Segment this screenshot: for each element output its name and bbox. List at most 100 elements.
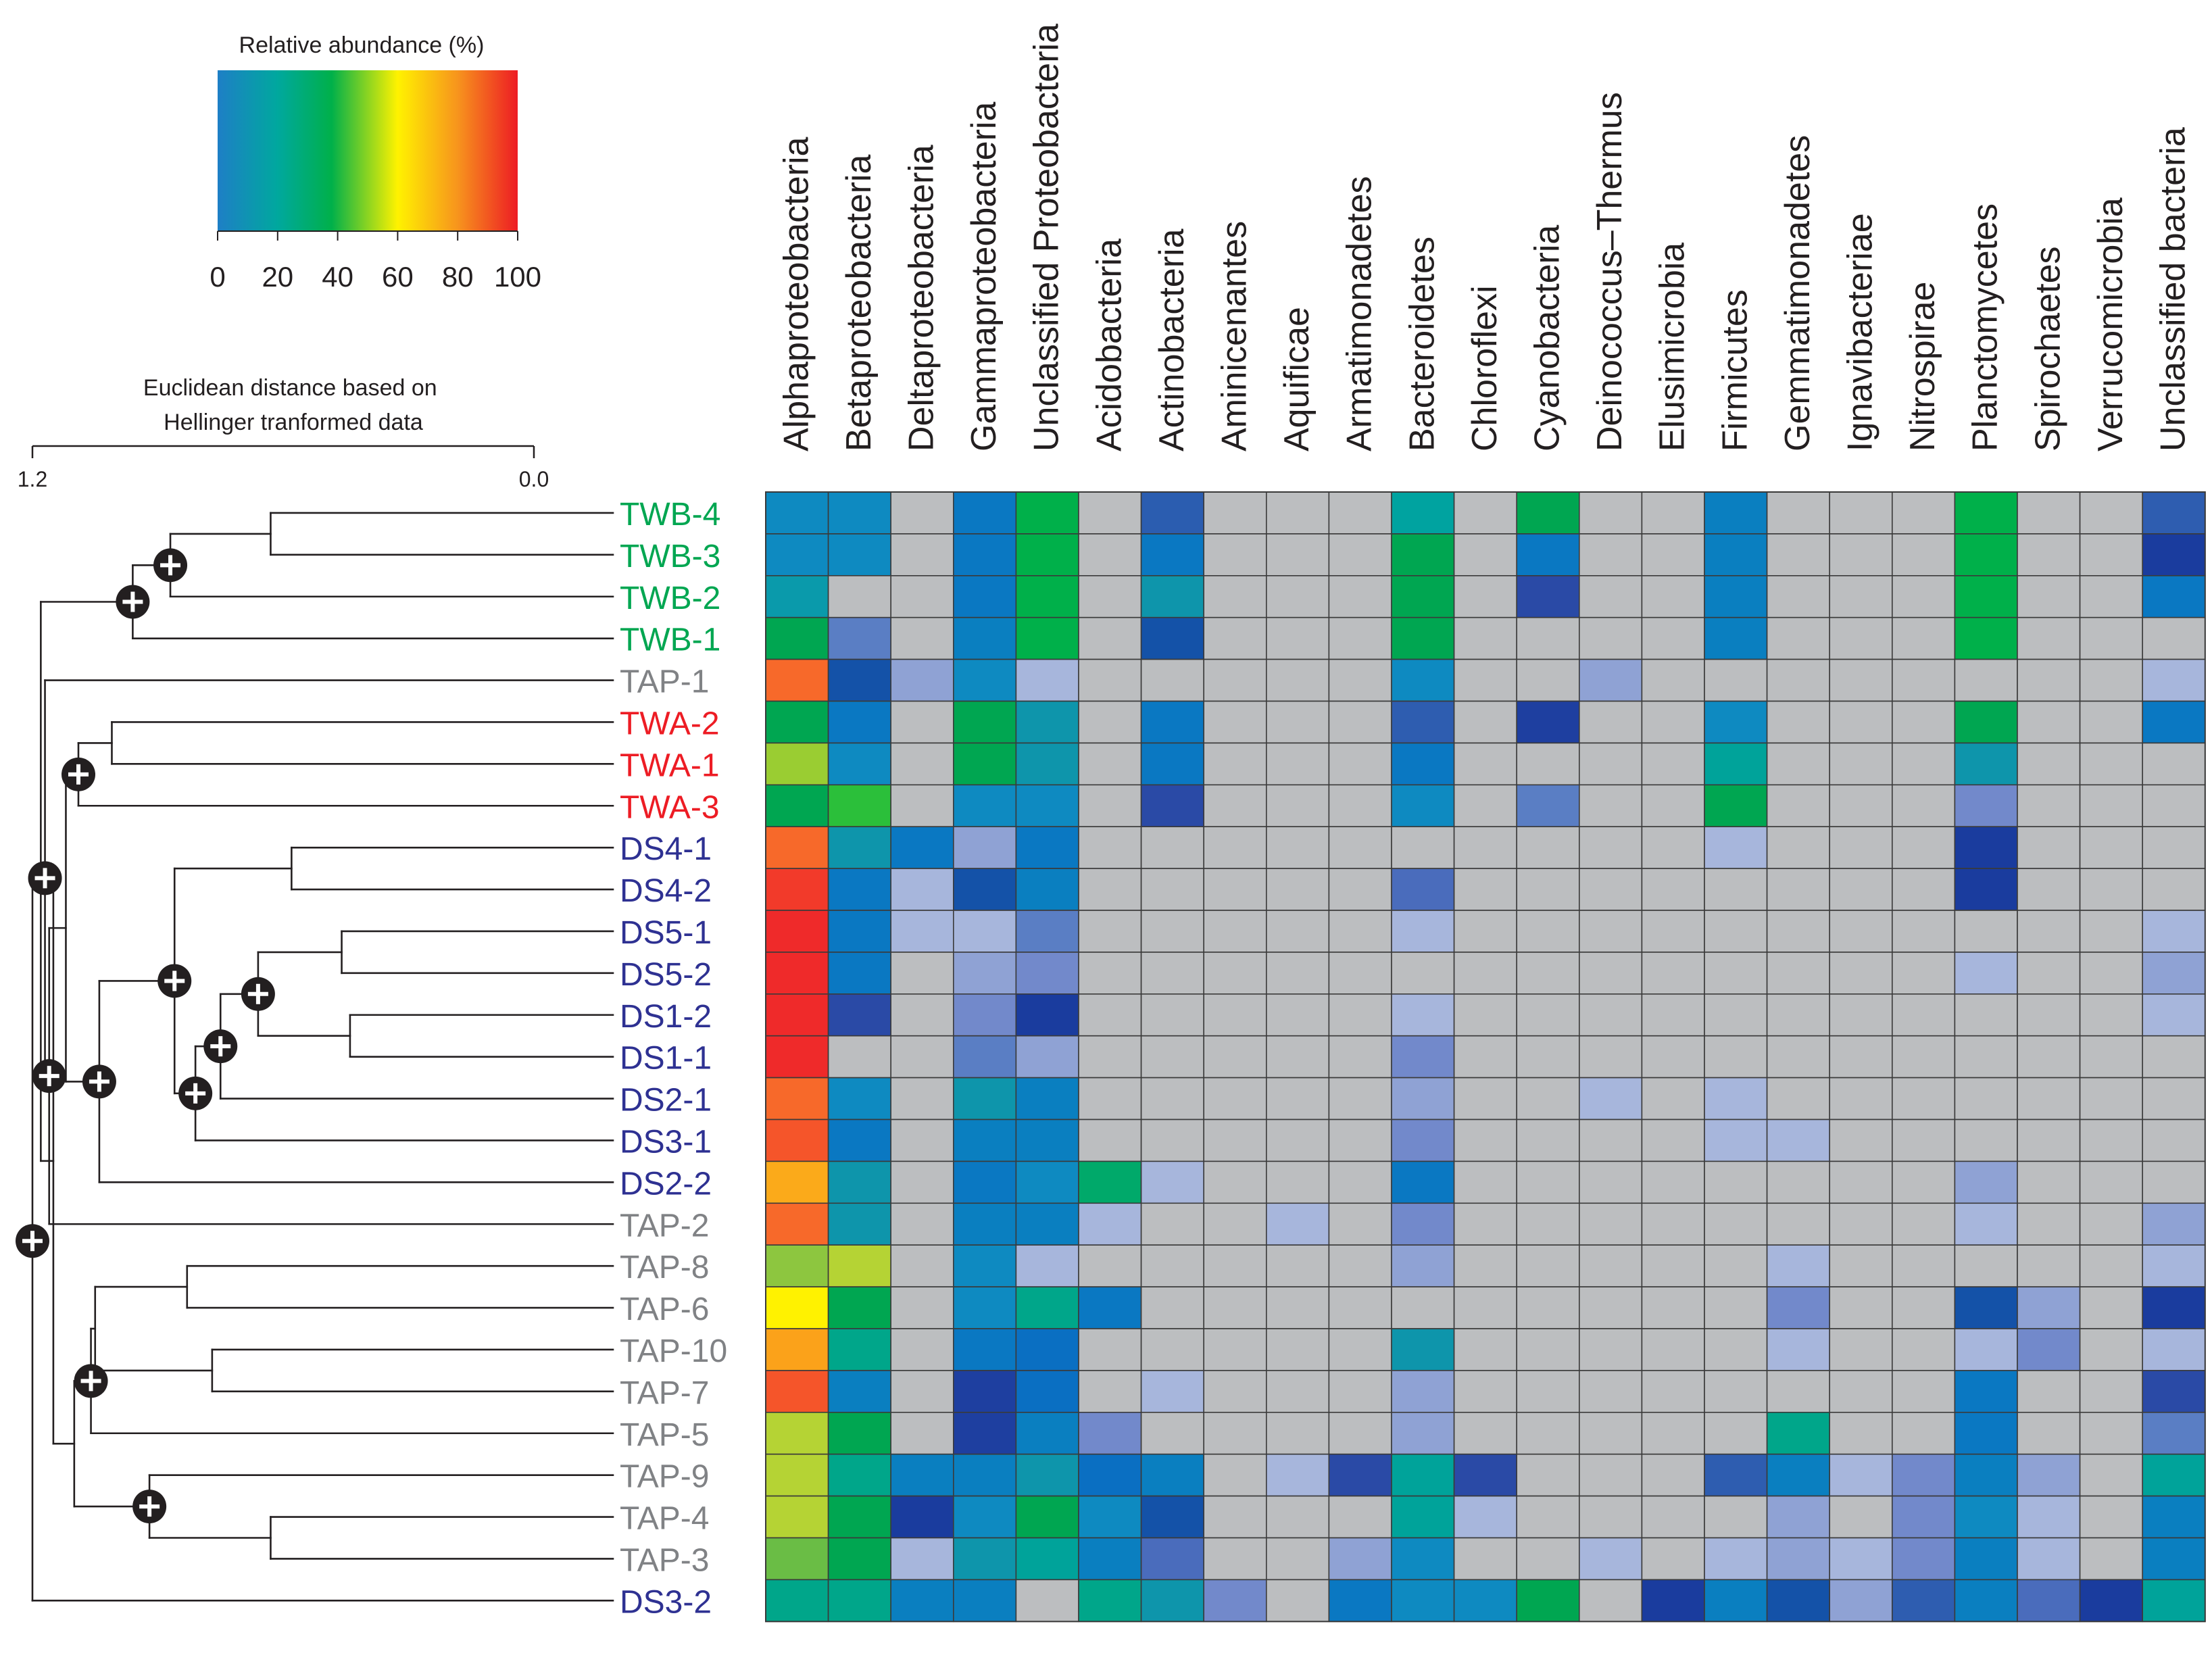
heatmap-cell: [890, 826, 954, 869]
heatmap-cell: [1892, 868, 1956, 911]
heatmap-cell: [1579, 1202, 1643, 1246]
row-label-tap-3: TAP-3: [620, 1542, 709, 1578]
heatmap-cell: [1328, 826, 1392, 869]
heatmap-cell: [1892, 1160, 1956, 1204]
tree-title-line-1: Euclidean distance based on: [143, 375, 437, 401]
heatmap-cell: [1892, 1286, 1956, 1329]
heatmap-cell: [1453, 616, 1518, 660]
heatmap-cell: [1203, 533, 1267, 576]
heatmap-cell: [1516, 1077, 1580, 1121]
row-label-ds3-1: DS3-1: [620, 1124, 712, 1160]
heatmap-cell: [1015, 1579, 1079, 1623]
heatmap-cell: [1078, 491, 1142, 535]
heatmap-cell: [2142, 1286, 2206, 1329]
heatmap-cell: [953, 658, 1017, 702]
heatmap-cell: [890, 784, 954, 828]
heatmap-cell: [1766, 616, 1831, 660]
heatmap-cell: [1015, 700, 1079, 744]
heatmap-cell: [890, 491, 954, 535]
heatmap-cell: [1391, 533, 1455, 576]
column-label-unclassified-proteobacteria: Unclassified Proteobacteria: [1027, 24, 1066, 451]
heatmap-cell: [765, 1286, 829, 1329]
heatmap-cell: [1704, 1035, 1768, 1079]
heatmap-cell: [1641, 1328, 1705, 1371]
heatmap-cell: [1391, 952, 1455, 995]
heatmap-cell: [1453, 1370, 1518, 1413]
heatmap-cell: [827, 1453, 891, 1497]
heatmap-cell: [1140, 1202, 1204, 1246]
heatmap-cell: [1829, 1202, 1893, 1246]
heatmap-cell: [1328, 1244, 1392, 1287]
heatmap-cell: [1453, 826, 1518, 869]
heatmap-cell: [1078, 1077, 1142, 1121]
heatmap-cell: [1140, 868, 1204, 911]
heatmap-cell: [1015, 658, 1079, 702]
heatmap-cell: [2142, 1035, 2206, 1079]
heatmap-cell: [1641, 1579, 1705, 1623]
heatmap-cell: [1328, 1453, 1392, 1497]
heatmap-cell: [1641, 1160, 1705, 1204]
heatmap-cell: [2017, 658, 2081, 702]
heatmap-cell: [827, 993, 891, 1037]
heatmap-cell: [2017, 1370, 2081, 1413]
heatmap-cell: [827, 1412, 891, 1455]
heatmap-cell: [1704, 1412, 1768, 1455]
column-label-acidobacteria: Acidobacteria: [1089, 239, 1129, 451]
heatmap-cell: [1015, 574, 1079, 618]
heatmap-cell: [1766, 868, 1831, 911]
heatmap-cell: [953, 742, 1017, 786]
heatmap-cell: [1266, 952, 1330, 995]
heatmap-cell: [1140, 1035, 1204, 1079]
column-label-betaproteobacteria: Betaproteobacteria: [839, 155, 879, 451]
heatmap-cell: [1766, 826, 1831, 869]
heatmap-cell: [765, 1202, 829, 1246]
heatmap-cell: [1579, 784, 1643, 828]
heatmap-cell: [1078, 1453, 1142, 1497]
heatmap-cell: [2079, 1495, 2144, 1539]
column-label-verrucomicrobia: Verrucomicrobia: [2091, 197, 2130, 451]
heatmap-cell: [1203, 952, 1267, 995]
heatmap-cell: [1704, 993, 1768, 1037]
heatmap-cell: [1140, 1453, 1204, 1497]
heatmap-cell: [1704, 533, 1768, 576]
heatmap-cell: [1892, 574, 1956, 618]
heatmap-cell: [1140, 533, 1204, 576]
heatmap-cell: [1516, 868, 1580, 911]
heatmap-cell: [765, 826, 829, 869]
heatmap-cell: [1203, 491, 1267, 535]
heatmap-cell: [1516, 1412, 1580, 1455]
column-label-alphaproteobacteria: Alphaproteobacteria: [777, 137, 816, 451]
heatmap-cell: [2079, 1035, 2144, 1079]
column-label-deinococcus-thermus: Deinococcus–Thermus: [1590, 92, 1629, 451]
heatmap-cell: [765, 574, 829, 618]
heatmap-cell: [1766, 1579, 1831, 1623]
heatmap-cell: [1704, 1118, 1768, 1162]
row-label-tap-10: TAP-10: [620, 1333, 727, 1369]
heatmap-cell: [1078, 1328, 1142, 1371]
heatmap-cell: [1328, 1202, 1392, 1246]
heatmap-cell: [1266, 491, 1330, 535]
heatmap-cell: [1892, 1412, 1956, 1455]
heatmap-cell: [765, 700, 829, 744]
heatmap-cell: [1579, 1035, 1643, 1079]
heatmap-cell: [2142, 700, 2206, 744]
heatmap-cell: [1892, 1202, 1956, 1246]
heatmap-cell: [1015, 533, 1079, 576]
heatmap-cell: [1892, 533, 1956, 576]
heatmap-cell: [1954, 1328, 2018, 1371]
heatmap-cell: [1766, 1286, 1831, 1329]
heatmap-cell: [1704, 700, 1768, 744]
heatmap-cell: [1328, 1579, 1392, 1623]
heatmap-cell: [1516, 1495, 1580, 1539]
heatmap-cell: [1954, 742, 2018, 786]
node-support-icon: [157, 964, 192, 998]
heatmap-cell: [765, 1412, 829, 1455]
heatmap-cell: [1516, 1202, 1580, 1246]
heatmap-cell: [1829, 1412, 1893, 1455]
heatmap-cell: [1516, 700, 1580, 744]
heatmap-cell: [827, 491, 891, 535]
heatmap-cell: [1641, 993, 1705, 1037]
heatmap-cell: [1829, 1160, 1893, 1204]
heatmap-cell: [1892, 993, 1956, 1037]
heatmap-cell: [2079, 1370, 2144, 1413]
